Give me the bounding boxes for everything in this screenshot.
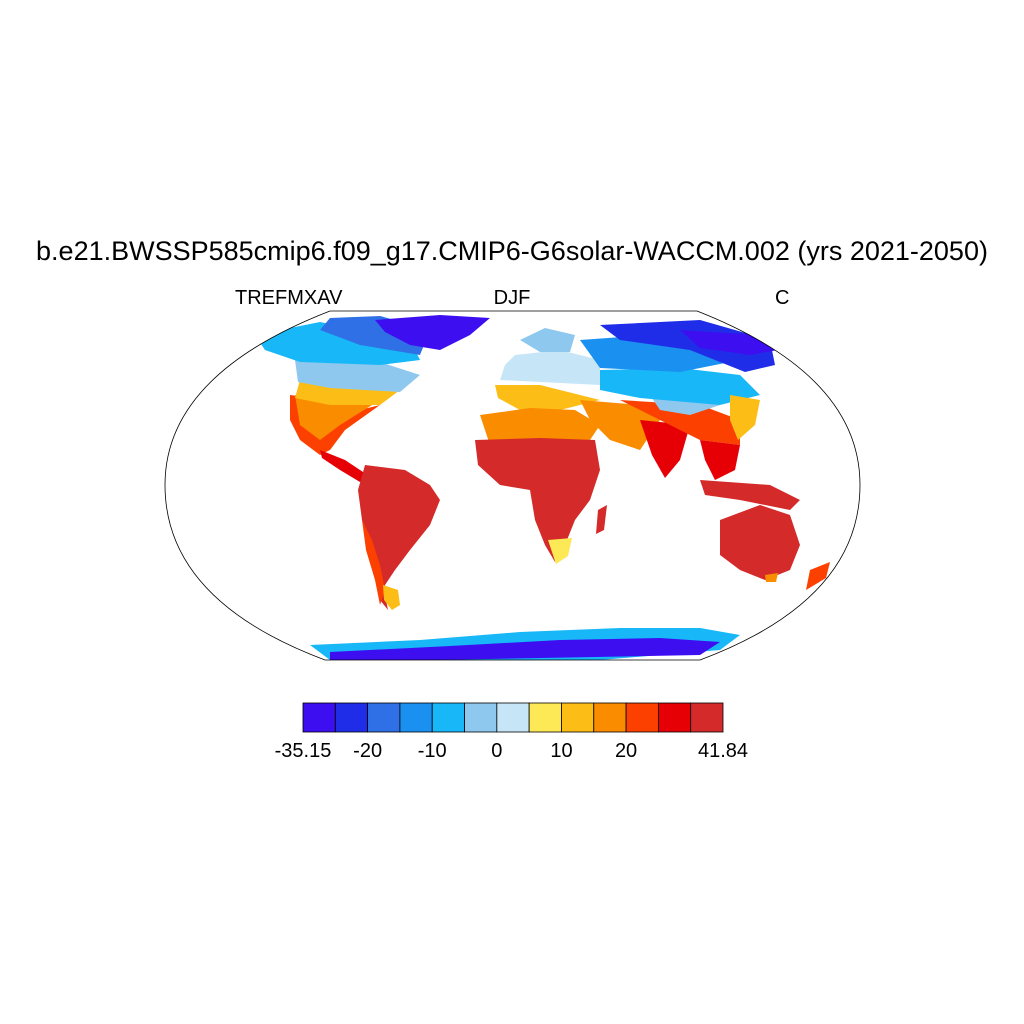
colorbar-box (690, 702, 724, 733)
east-asia-coast (730, 395, 760, 440)
north-america-cold (255, 322, 420, 365)
north-america-subtropics (295, 395, 380, 440)
globe-outline (164, 310, 861, 661)
season-label: DJF (493, 287, 531, 309)
africa-south (548, 538, 572, 564)
north-america-cool (295, 360, 420, 392)
variable-label: TREFMXAV (235, 287, 343, 309)
colorbar-tick-label: -20 (353, 740, 383, 762)
siberia-west (580, 335, 740, 372)
india (640, 420, 690, 478)
colorbar-tick-label: -35.15 (274, 740, 332, 762)
colorbar-box (657, 702, 692, 733)
africa (475, 438, 600, 562)
colorbar-box (431, 702, 465, 733)
asia-south (620, 400, 740, 445)
europe-south (495, 385, 600, 410)
antarctica (330, 638, 720, 660)
colorbar-tick-label: -10 (417, 740, 447, 762)
colorbar-box (334, 702, 369, 733)
colorbar-box (302, 702, 336, 733)
southeast-asia (700, 440, 740, 480)
australia-south-coast (765, 573, 778, 582)
indonesia (700, 480, 800, 510)
colorbar-box (496, 702, 530, 733)
madagascar (596, 505, 607, 534)
central-america (320, 450, 375, 482)
colorbar-boxes (302, 702, 724, 733)
plot-title: b.e21.BWSSP585cmip6.f09_g17.CMIP6-G6sola… (36, 236, 988, 266)
colorbar-box (464, 702, 498, 733)
africa-north (480, 408, 600, 445)
greenland (375, 315, 490, 350)
new-zealand (806, 562, 830, 590)
middle-east (580, 400, 660, 450)
colorbar-tick-label: 20 (614, 740, 638, 762)
siberia (600, 320, 775, 372)
colorbar-box (593, 702, 627, 733)
patagonia (383, 585, 400, 610)
temperature-field (255, 315, 830, 660)
scandinavia (520, 328, 575, 352)
colorbar-box (625, 702, 659, 733)
units-label: C (775, 287, 790, 309)
colorbar-box (561, 702, 595, 733)
colorbar-tick-label: 0 (491, 740, 503, 762)
colorbar-box (367, 702, 401, 733)
australia (720, 505, 800, 580)
south-america (358, 465, 440, 610)
colorbar-box (528, 702, 562, 733)
colorbar-box (399, 702, 433, 733)
colorbar-tick-label: 10 (550, 740, 573, 762)
asia-mid (600, 368, 760, 405)
colorbar-tick-label: 41.84 (697, 740, 749, 762)
south-america-andes (362, 520, 385, 605)
europe-central (500, 350, 600, 385)
